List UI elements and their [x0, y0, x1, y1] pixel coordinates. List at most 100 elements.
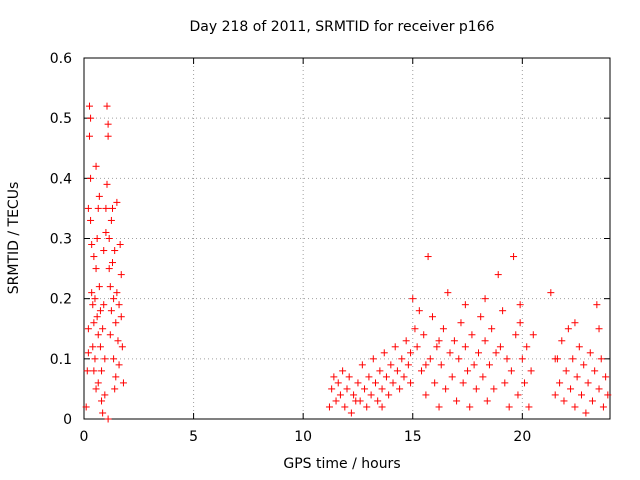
data-point — [374, 397, 382, 405]
data-point — [492, 349, 500, 357]
data-point — [597, 355, 605, 363]
data-point — [92, 162, 100, 170]
x-tick-label: 5 — [189, 429, 198, 445]
data-point — [105, 235, 113, 242]
data-point — [499, 307, 507, 315]
data-point — [567, 385, 575, 393]
data-point — [96, 307, 104, 315]
data-point — [602, 373, 610, 381]
data-point — [385, 391, 393, 399]
data-point — [481, 295, 489, 303]
data-point — [115, 361, 123, 369]
y-tick-label: 0.2 — [50, 292, 72, 308]
data-point — [99, 325, 107, 333]
data-point — [593, 301, 601, 309]
data-point — [82, 403, 90, 411]
data-point — [490, 385, 498, 393]
data-point — [547, 289, 555, 297]
data-point — [569, 355, 577, 363]
data-point — [343, 385, 351, 393]
data-point — [387, 361, 395, 369]
data-point — [529, 331, 537, 339]
data-point — [389, 379, 397, 387]
y-tick-label: 0 — [63, 412, 72, 428]
data-point — [90, 319, 98, 327]
data-point — [91, 295, 99, 303]
data-point — [393, 367, 401, 375]
data-point — [90, 367, 98, 375]
data-point — [85, 102, 93, 110]
data-point — [84, 204, 92, 212]
data-point — [91, 355, 99, 363]
data-point — [369, 355, 377, 363]
data-point — [85, 132, 93, 140]
data-point — [604, 391, 612, 399]
data-point — [422, 361, 430, 369]
data-point — [496, 343, 504, 351]
data-point — [475, 349, 482, 357]
data-point — [413, 343, 421, 351]
y-tick-label: 0.5 — [50, 111, 72, 127]
data-point — [330, 373, 338, 381]
data-point — [93, 313, 101, 321]
data-point — [464, 367, 472, 375]
data-point — [104, 415, 112, 423]
data-point — [422, 391, 430, 399]
data-point — [599, 403, 607, 411]
data-point — [115, 301, 123, 309]
data-point — [516, 301, 524, 309]
data-point — [325, 403, 333, 411]
data-point — [426, 355, 434, 363]
data-point — [105, 265, 113, 273]
data-point — [485, 361, 493, 369]
data-point — [328, 385, 336, 393]
data-point — [106, 283, 114, 291]
data-point — [494, 271, 502, 279]
data-point — [564, 325, 572, 333]
data-point — [396, 385, 404, 393]
data-point — [378, 385, 386, 393]
y-tick-label: 0.6 — [50, 51, 72, 67]
data-point — [404, 361, 412, 369]
data-point — [450, 337, 458, 345]
data-point — [83, 367, 91, 375]
data-point — [505, 403, 513, 411]
data-point — [84, 325, 92, 333]
data-point — [479, 373, 487, 381]
data-point — [112, 319, 120, 327]
data-point — [94, 204, 102, 212]
data-point — [591, 367, 599, 375]
data-point — [116, 241, 124, 249]
data-point — [424, 253, 432, 261]
data-point — [336, 391, 344, 399]
data-point — [415, 307, 423, 315]
data-point — [103, 102, 111, 110]
data-point — [477, 313, 485, 321]
data-point — [112, 373, 120, 381]
data-point — [111, 247, 119, 255]
data-point — [556, 379, 564, 387]
data-point — [361, 385, 369, 393]
data-point — [584, 379, 592, 387]
data-point — [347, 409, 355, 417]
data-point — [95, 283, 103, 291]
data-point — [391, 343, 399, 351]
data-point — [407, 379, 415, 387]
data-point — [407, 349, 415, 357]
chart-title: Day 218 of 2011, SRMTID for receiver p16… — [189, 19, 494, 35]
data-point — [89, 301, 97, 309]
data-point — [87, 114, 95, 122]
axis-ticks: 0 0.1 0.2 0.3 0.4 0.5 0.6 0 5 10 15 20 — [50, 51, 610, 445]
data-point — [595, 385, 603, 393]
data-point — [88, 241, 96, 249]
data-point — [84, 349, 92, 357]
data-point — [433, 343, 441, 351]
data-point — [113, 289, 121, 297]
data-point — [108, 259, 116, 267]
data-point — [117, 271, 125, 279]
data-point — [332, 397, 340, 405]
data-point — [514, 391, 522, 399]
grid-lines — [84, 58, 610, 419]
data-point — [99, 409, 107, 417]
data-point — [586, 349, 594, 357]
